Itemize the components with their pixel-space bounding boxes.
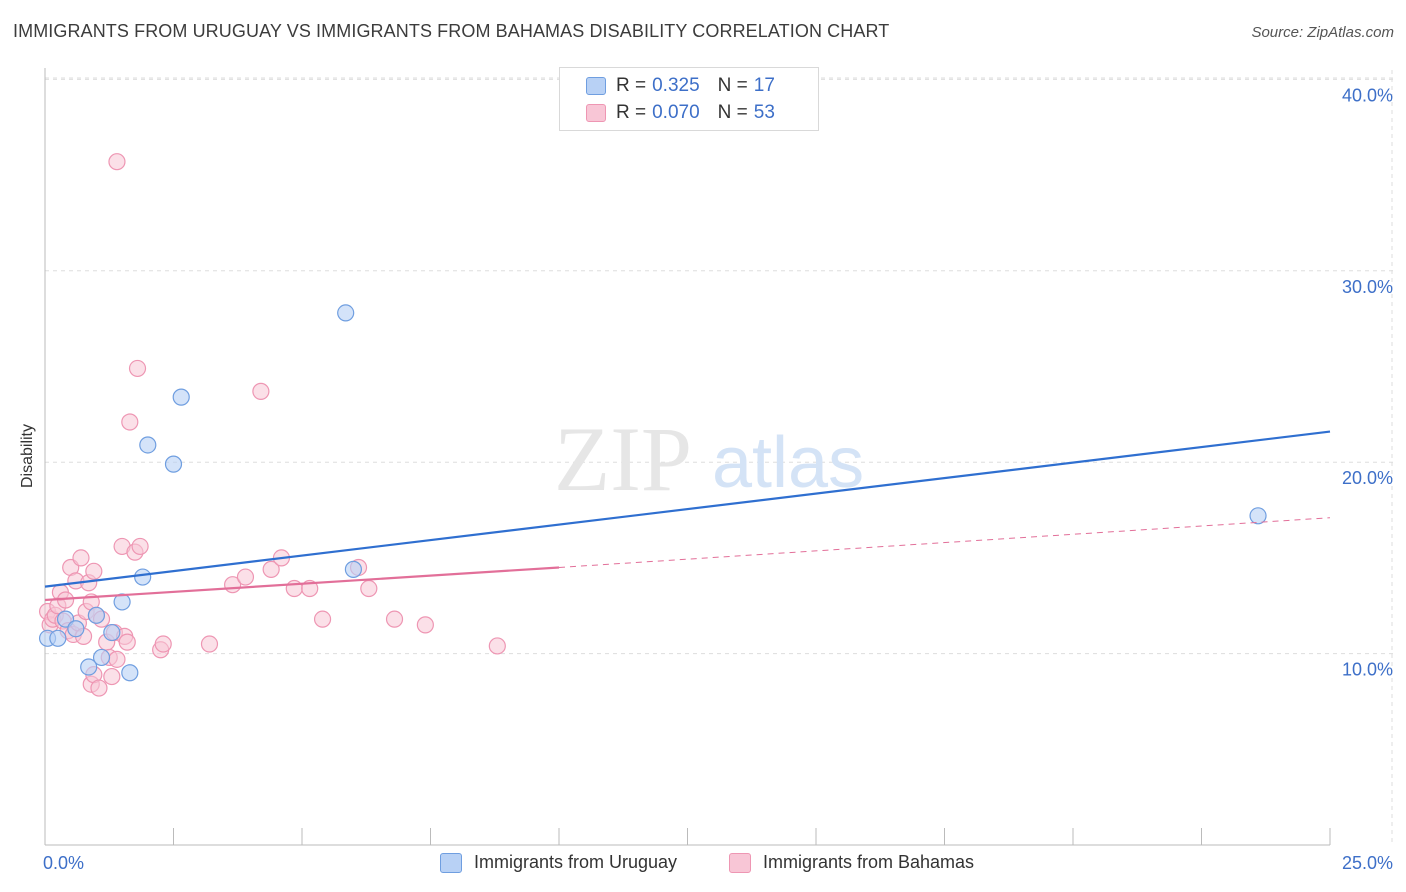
trend-lines (44, 430, 1331, 602)
y-tick-label: 30.0% (1342, 277, 1393, 297)
bahamas-point (262, 560, 280, 578)
uruguay-point (134, 568, 152, 586)
uruguay-point (139, 436, 157, 454)
bahamas-point (131, 537, 149, 556)
y-tick-label: 20.0% (1342, 468, 1393, 488)
bahamas-legend-swatch (729, 852, 751, 873)
legend-label-bahamas: Immigrants from Bahamas (763, 852, 975, 872)
series-legend: Immigrants from Uruguay Immigrants from … (0, 852, 1406, 876)
r-value: 0.070 (652, 102, 700, 123)
bahamas-point (154, 635, 172, 653)
uruguay-point (103, 623, 121, 642)
x-tick-label: 0.0% (43, 853, 84, 873)
uruguay-point (87, 606, 106, 624)
uruguay-point (49, 629, 67, 647)
y-tick-label: 10.0% (1342, 660, 1393, 680)
uruguay-point (1249, 507, 1267, 525)
uruguay-point (121, 664, 139, 682)
uruguay-point (92, 648, 111, 667)
legend-item-uruguay: Immigrants from Uruguay (440, 852, 677, 873)
uruguay-swatch (586, 77, 606, 95)
y-tick-label: 40.0% (1342, 85, 1393, 105)
y-axis-label: Disability (19, 423, 36, 489)
bahamas-point (488, 637, 506, 655)
uruguay-legend-swatch (440, 852, 462, 873)
r-label: R = (616, 75, 647, 96)
watermark-zip: ZIP (554, 408, 692, 510)
tick-labels: 10.0% 20.0% 30.0% 40.0% 0.0% 25.0% (43, 85, 1393, 873)
bahamas-swatch (586, 104, 606, 122)
n-label: N = (717, 75, 748, 96)
uruguay-point (67, 620, 85, 638)
legend-row-bahamas: R = 0.070 N = 53 (586, 101, 775, 125)
bahamas-point (385, 610, 404, 628)
bahamas-point (90, 679, 108, 697)
bahamas-trend-line (44, 566, 560, 602)
uruguay-point (172, 388, 190, 406)
bahamas-point (360, 579, 378, 598)
uruguay-points (38, 304, 1267, 682)
watermark: ZIP atlas (554, 408, 864, 510)
bahamas-point (108, 650, 126, 668)
bahamas-point (103, 667, 121, 686)
bahamas-point (252, 382, 270, 400)
r-label: R = (616, 102, 647, 123)
uruguay-point (344, 560, 362, 578)
legend-label-uruguay: Immigrants from Uruguay (474, 852, 678, 872)
legend-row-uruguay: R = 0.325 N = 17 (586, 74, 775, 98)
n-label: N = (717, 102, 748, 123)
bahamas-point (85, 562, 103, 580)
uruguay-trend-line (44, 430, 1331, 588)
uruguay-point (113, 593, 131, 611)
bahamas-point (236, 568, 255, 586)
x-tick-label: 25.0% (1342, 853, 1393, 873)
bahamas-point (121, 413, 139, 431)
axes (44, 68, 1331, 846)
uruguay-point (80, 658, 98, 676)
uruguay-point (337, 304, 355, 322)
n-value: 53 (753, 102, 775, 123)
bahamas-trend-extension (558, 517, 1331, 568)
r-value: 0.325 (652, 75, 700, 96)
bahamas-point (72, 549, 90, 567)
source-label: Source: ZipAtlas.com (1251, 24, 1394, 41)
correlation-legend: R = 0.325 N = 17 R = 0.070 N = 53 (559, 67, 819, 131)
bahamas-point (200, 635, 219, 653)
bahamas-point (128, 359, 147, 378)
legend-item-bahamas: Immigrants from Bahamas (729, 852, 974, 873)
bahamas-point (416, 616, 434, 634)
uruguay-point (164, 455, 183, 473)
bahamas-point (313, 610, 332, 628)
n-value: 17 (753, 75, 775, 96)
bahamas-points (38, 153, 506, 697)
chart-title: IMMIGRANTS FROM URUGUAY VS IMMIGRANTS FR… (13, 21, 890, 41)
bahamas-point (108, 153, 126, 171)
bahamas-point (118, 633, 136, 651)
watermark-atlas: atlas (712, 423, 864, 503)
